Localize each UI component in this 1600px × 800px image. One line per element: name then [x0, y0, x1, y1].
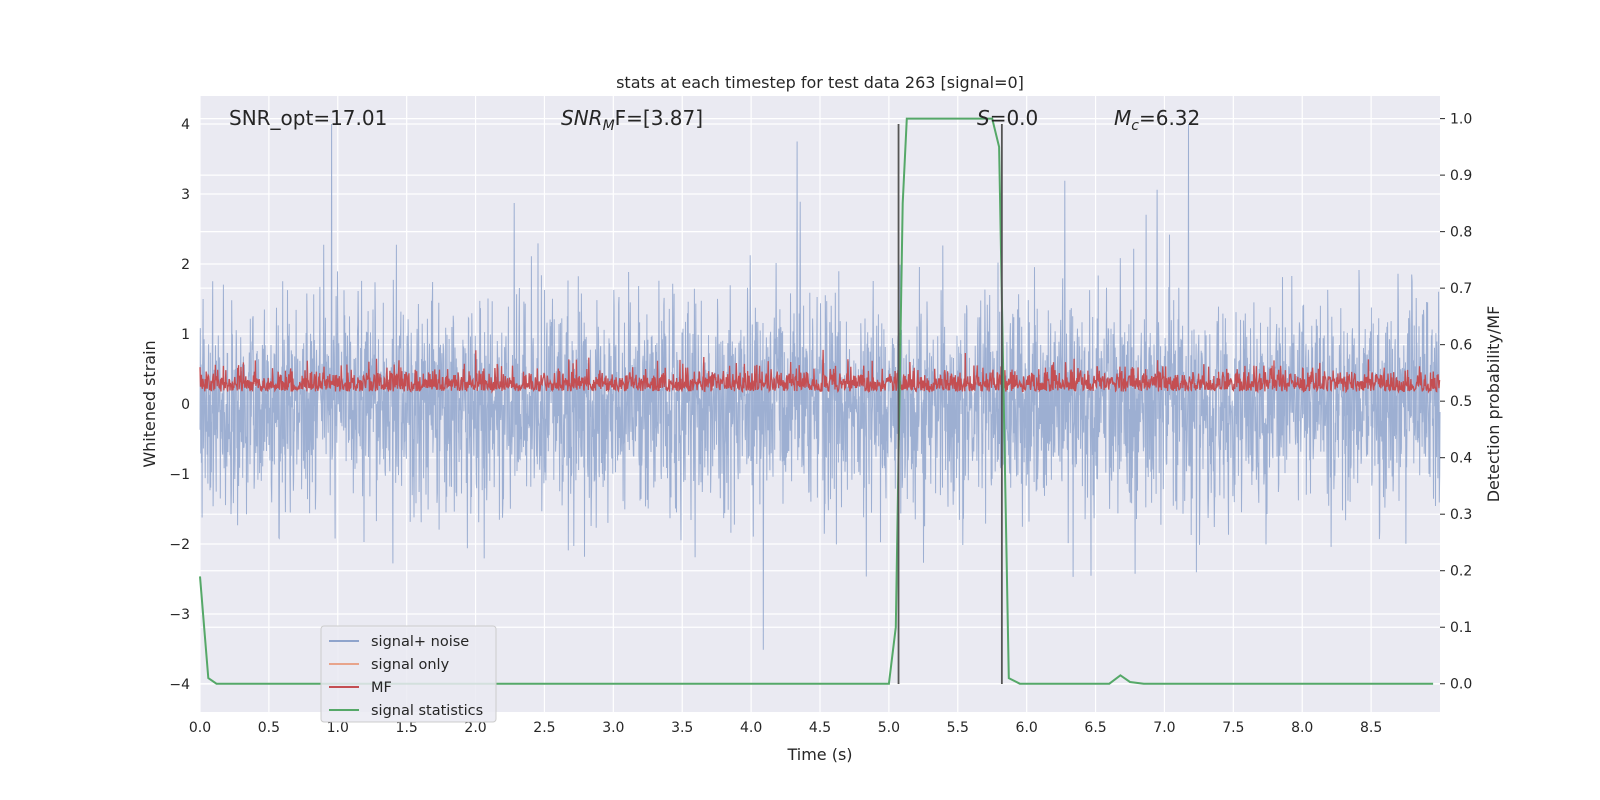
y-right-tick-label: 0.2: [1450, 564, 1472, 580]
legend-label: MF: [371, 680, 392, 696]
y-tick-label: 1: [181, 327, 190, 343]
x-tick-label: 0.5: [258, 720, 280, 736]
legend-box: [320, 625, 497, 723]
y-tick-label: 4: [181, 117, 190, 133]
legend-label: signal only: [371, 657, 450, 673]
x-tick-label: 1.0: [327, 720, 349, 736]
y-right-tick-label: 0.5: [1450, 394, 1472, 410]
x-tick-labels: 0.0 0.5 1.0 1.5 2.0 2.5 3.0 3.5 4.0 4.5 5.0 5.5 6.0 6…: [189, 720, 1382, 736]
chart-title: stats at each timestep for test data 263…: [616, 73, 1024, 92]
x-tick-label: 8.0: [1291, 720, 1313, 736]
series-signal-statistics: [199, 117, 1434, 685]
series-mf: [199, 349, 1441, 394]
y-right-tick-label: 0.8: [1450, 225, 1472, 241]
x-tick-label: 4.0: [740, 720, 762, 736]
x-tick-label: 2.5: [533, 720, 555, 736]
y-right-tick-label: 0.6: [1450, 338, 1472, 354]
legend: signal+ noise signal only MF signal statist…: [320, 625, 497, 723]
annotation: S=0.0: [977, 106, 1038, 130]
y-tick-label: 0: [181, 397, 190, 413]
y-right-tick-label: 0.4: [1450, 451, 1472, 467]
x-tick-label: 3.5: [671, 720, 693, 736]
y-right-tick-label: 1.0: [1450, 112, 1472, 128]
x-tick-label: 4.5: [809, 720, 831, 736]
y-right-tick-labels: 1.0 0.9 0.8 0.7 0.6 0.5 0.4 0.3 0.2 0.1 0.0: [1440, 112, 1472, 693]
x-tick-label: 6.5: [1084, 720, 1106, 736]
vertical-lines: [897, 124, 1003, 684]
signal-statistics-line: [199, 117, 1434, 685]
series-signal-noise: [199, 123, 1441, 650]
y-right-tick-label: 0.7: [1450, 281, 1472, 297]
y-tick-label: −1: [169, 467, 190, 483]
y-tick-label: 2: [181, 257, 190, 273]
x-tick-label: 0.0: [189, 720, 211, 736]
x-tick-label: 8.5: [1360, 720, 1382, 736]
y-right-axis-label: Detection probability/MF: [1484, 306, 1503, 503]
x-tick-label: 7.0: [1153, 720, 1175, 736]
x-tick-label: 5.0: [878, 720, 900, 736]
y-right-tick-label: 0.0: [1450, 677, 1472, 693]
y-tick-label: −3: [169, 607, 190, 623]
legend-label: signal statistics: [371, 703, 483, 719]
y-right-tick-label: 0.3: [1450, 507, 1472, 523]
x-tick-label: 3.0: [602, 720, 624, 736]
signal-noise-line: [199, 123, 1441, 650]
x-tick-label: 2.0: [464, 720, 486, 736]
y-tick-labels: 4 3 2 1 0 −1 −2 −3 −4: [169, 117, 190, 693]
annotation: Mc=6.32: [1114, 106, 1200, 134]
x-tick-label: 6.0: [1016, 720, 1038, 736]
y-tick-label: 3: [181, 187, 190, 203]
annotation: SNR_opt=17.01: [229, 106, 387, 130]
x-axis-label: Time (s): [786, 745, 852, 764]
x-tick-label: 1.5: [396, 720, 418, 736]
x-tick-label: 5.5: [947, 720, 969, 736]
x-tick-label: 7.5: [1222, 720, 1244, 736]
legend-label: signal+ noise: [371, 634, 469, 650]
y-tick-label: −2: [169, 537, 190, 553]
y-axis-label: Whitened strain: [140, 340, 159, 467]
annotation: SNRMF=[3.87]: [561, 106, 703, 134]
y-right-tick-label: 0.1: [1450, 620, 1472, 636]
mf-line: [199, 349, 1441, 394]
annotations: SNR_opt=17.01 SNRMF=[3.87] S=0.0 Mc=6.32: [229, 106, 1200, 134]
y-right-tick-label: 0.9: [1450, 168, 1472, 184]
y-tick-label: −4: [169, 677, 190, 693]
